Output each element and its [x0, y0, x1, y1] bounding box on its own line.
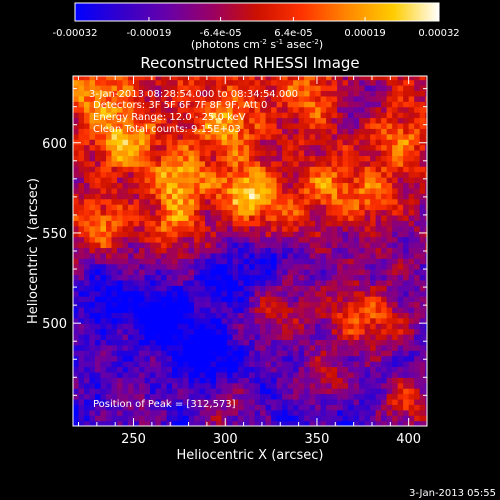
x-tick-label: 400	[396, 432, 421, 447]
y-tick-label: 500	[42, 317, 67, 332]
time-range-label: 3-Jan-2013 08:28:54.000 to 08:34:54.000	[89, 89, 298, 100]
y-tick-label: 550	[42, 227, 67, 242]
colorbar-units: (photons cm-2 s-1 asec-2)	[191, 38, 323, 51]
x-tick-label: 250	[121, 432, 146, 447]
colorbar-tick-label: -6.4e-05	[200, 28, 242, 39]
y-axis-label: Heliocentric Y (arcsec)	[26, 178, 41, 324]
x-axis-ticks: 250 300 350 400	[78, 76, 428, 447]
x-tick-label: 300	[213, 432, 238, 447]
detectors-label: Detectors: 3F 5F 6F 7F 8F 9F, Att 0	[93, 100, 267, 111]
heatmap-image	[73, 76, 427, 426]
x-axis-label: Heliocentric X (arcsec)	[177, 448, 324, 463]
footer-date: 3-Jan-2013 05:55	[409, 488, 496, 499]
annotation-block: 3-Jan-2013 08:28:54.000 to 08:34:54.000 …	[89, 89, 298, 410]
y-axis-ticks: 500 550 600	[42, 88, 427, 396]
y-tick-label: 600	[42, 137, 67, 152]
colorbar-tick-label: 6.4e-05	[274, 28, 312, 39]
colorbar	[74, 2, 440, 22]
chart-title: Reconstructed RHESSI Image	[140, 54, 359, 72]
colorbar-ticks: -0.00032 -0.00019 -6.4e-05 6.4e-05 0.00019 0.…	[53, 17, 460, 39]
colorbar-tick-label: 0.00019	[344, 28, 385, 39]
colorbar-tick-label: -0.00019	[126, 28, 171, 39]
method-counts-label: Clean Total counts: 9.15E+03	[93, 124, 241, 135]
colorbar-tick-label: -0.00032	[53, 28, 98, 39]
colorbar-tick-label: 0.00032	[418, 28, 459, 39]
x-tick-label: 350	[305, 432, 330, 447]
peak-position-label: Position of Peak = [312,573]	[93, 399, 236, 410]
energy-range-label: Energy Range: 12.0 - 25.0 keV	[93, 112, 246, 123]
